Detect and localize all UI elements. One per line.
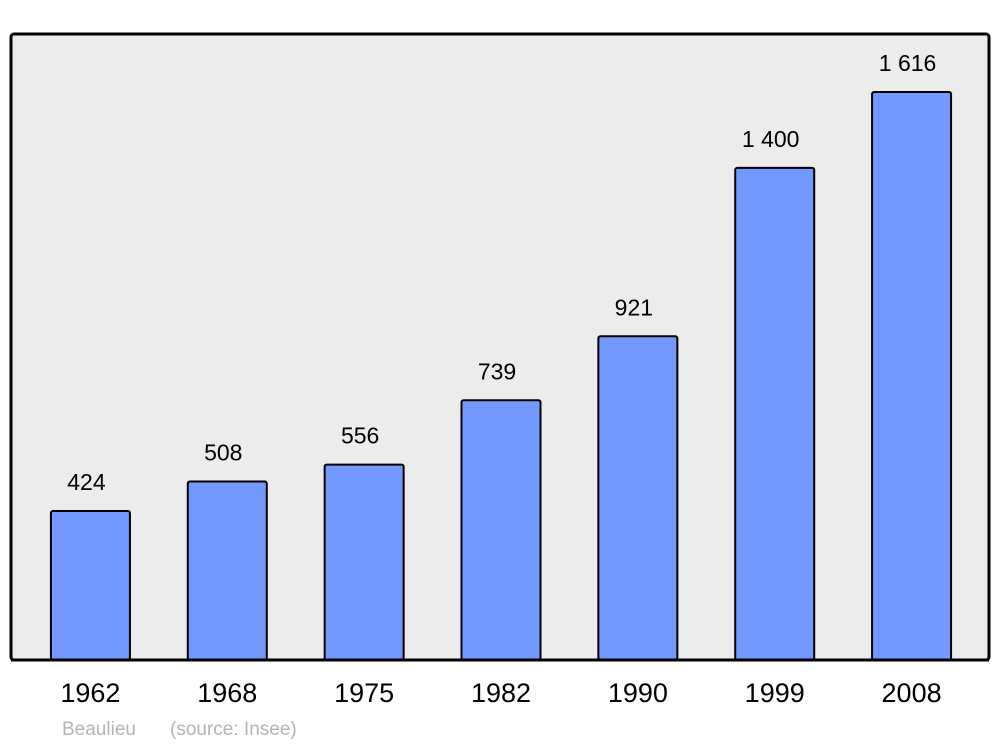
x-tick-label: 1999 <box>745 678 805 708</box>
bar <box>49 509 131 662</box>
x-tick-label: 1975 <box>334 678 394 708</box>
bar <box>186 480 268 662</box>
data-label: 508 <box>204 440 242 466</box>
data-label: 424 <box>67 469 106 495</box>
data-label: 739 <box>478 358 516 384</box>
data-label: 921 <box>615 294 653 320</box>
bar <box>871 91 953 661</box>
bar <box>323 463 405 661</box>
bar <box>734 166 816 661</box>
x-tick-label: 1982 <box>471 678 531 708</box>
data-label: 1 400 <box>742 126 800 152</box>
x-tick-label: 1962 <box>60 678 120 708</box>
x-tick-label: 2008 <box>882 678 942 708</box>
footer-source: (source: Insee) <box>170 719 297 740</box>
footer-place: Beaulieu <box>62 719 136 740</box>
bar <box>597 335 679 661</box>
x-tick-label: 1990 <box>608 678 668 708</box>
data-label: 1 616 <box>879 50 937 76</box>
bar <box>460 399 542 661</box>
data-label: 556 <box>341 423 379 449</box>
x-tick-label: 1968 <box>197 678 257 708</box>
